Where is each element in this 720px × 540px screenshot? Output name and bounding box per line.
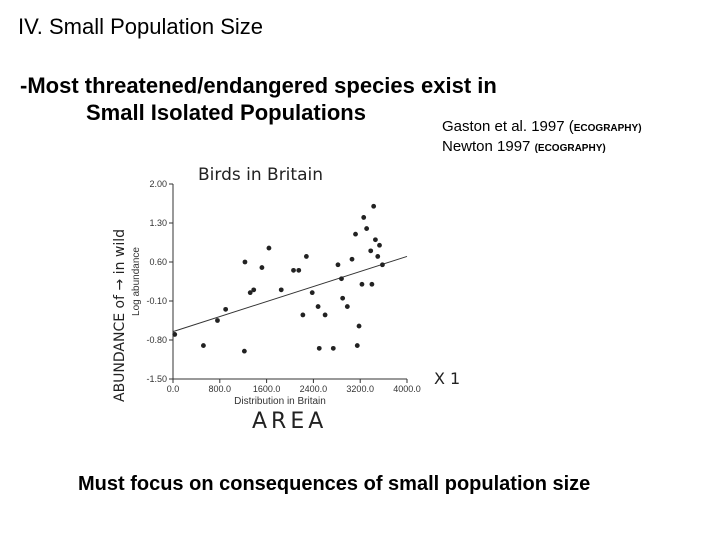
- data-point: [375, 254, 381, 259]
- data-point: [291, 267, 296, 273]
- data-point: [215, 318, 220, 323]
- data-point: [330, 345, 336, 351]
- data-point: [315, 304, 321, 309]
- data-point: [300, 312, 306, 318]
- bottom-statement: Must focus on consequences of small popu…: [78, 473, 591, 495]
- data-point: [201, 343, 206, 348]
- scatter-chart: 0.0 800.0 1600.0 2400.0 3200.0 4000.0 2.00 1.30…: [112, 165, 460, 434]
- data-point: [380, 262, 385, 268]
- data-point: [247, 290, 253, 296]
- data-point: [309, 290, 315, 296]
- data-point: [359, 281, 365, 287]
- trend-line: [172, 255, 408, 333]
- x-axis-label: Distribution in Britain: [234, 396, 326, 407]
- y-tick-label: 1.30: [149, 218, 167, 228]
- x-axis-handwritten-annotation: AREA: [252, 409, 327, 434]
- slide-title: IV. Small Population Size: [18, 14, 263, 39]
- data-point: [251, 287, 257, 293]
- y-tick-label: 2.00: [149, 179, 167, 189]
- data-point: [349, 256, 355, 262]
- y-tick-label: -1.50: [146, 374, 167, 384]
- data-point: [371, 203, 377, 209]
- data-point: [316, 345, 322, 351]
- data-point: [322, 312, 328, 318]
- bullet-line-1: -Most threatened/endangered species exis…: [20, 73, 497, 98]
- data-point: [242, 259, 248, 265]
- data-point: [368, 248, 374, 254]
- reference-gaston: Gaston et al. 1997 (ECOGRAPHY): [442, 118, 642, 135]
- data-point: [172, 332, 178, 337]
- data-point: [241, 348, 247, 354]
- data-point: [266, 245, 272, 251]
- data-point: [278, 287, 284, 293]
- x-tick-label: 4000.0: [393, 384, 421, 394]
- unit-handwritten-annotation: X 100 Km²: [434, 369, 460, 388]
- data-point: [353, 231, 358, 237]
- x-tick-label: 1600.0: [253, 384, 281, 394]
- reference-newton: Newton 1997 (ECOGRAPHY): [442, 138, 606, 155]
- data-point: [356, 323, 362, 329]
- bullet-line-2: Small Isolated Populations: [86, 100, 366, 125]
- data-point: [354, 343, 360, 348]
- chart-heading-annotation: Birds in Britain: [198, 165, 323, 185]
- y-axis-label: Log abundance: [131, 247, 142, 316]
- x-tick-label: 800.0: [209, 384, 232, 394]
- data-point: [369, 281, 375, 287]
- data-point: [259, 265, 265, 270]
- data-point: [361, 215, 367, 220]
- x-tick-label: 2400.0: [300, 384, 328, 394]
- data-point: [296, 267, 302, 273]
- data-point: [373, 237, 378, 243]
- y-tick-label: 0.60: [149, 257, 167, 267]
- data-point: [340, 295, 346, 301]
- x-tick-label: 0.0: [167, 384, 180, 394]
- data-point: [339, 276, 344, 282]
- data-point: [377, 242, 382, 248]
- y-axis-handwritten-annotation: ABUNDANCE of → in wild: [112, 229, 128, 402]
- data-point: [364, 226, 370, 231]
- x-tick-label: 3200.0: [346, 384, 374, 394]
- data-point: [223, 306, 229, 312]
- y-tick-label: -0.80: [146, 335, 167, 345]
- data-point: [303, 254, 309, 259]
- data-point: [335, 262, 341, 268]
- data-point: [344, 304, 350, 309]
- y-tick-label: -0.10: [146, 296, 167, 306]
